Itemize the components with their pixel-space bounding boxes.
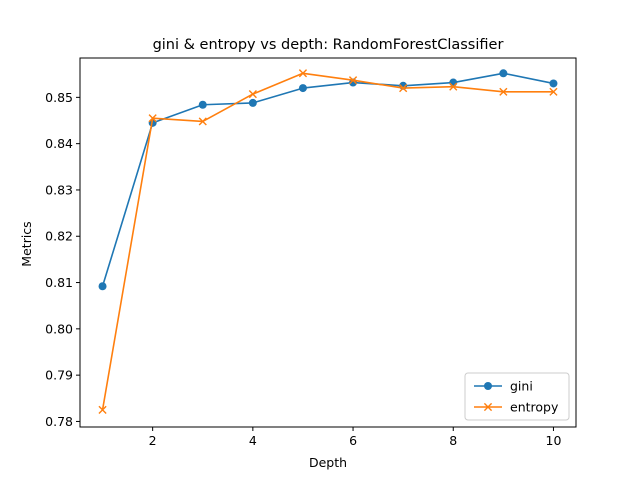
marker-stroke [298, 69, 308, 78]
y-tick-label: 0.80 [45, 321, 73, 336]
marker-stroke [98, 405, 107, 414]
data-point-entropy [549, 87, 558, 96]
x-tick-label: 4 [249, 433, 257, 448]
legend: gini entropy [464, 372, 570, 421]
data-point-gini [499, 69, 508, 78]
y-tick-label: 0.79 [45, 368, 73, 383]
legend-marker [484, 382, 492, 390]
marker-stroke [449, 82, 458, 91]
y-tick-label: 0.82 [45, 229, 73, 244]
chart-title: gini & entropy vs depth: RandomForestCla… [153, 37, 504, 53]
data-point-entropy [98, 405, 107, 414]
data-point-gini [198, 100, 207, 109]
data-point-entropy [148, 114, 157, 123]
data-point-entropy [449, 82, 458, 91]
marker-stroke [499, 87, 508, 96]
y-axis-label: Metrics [19, 221, 34, 266]
legend-item-entropy: entropy [474, 400, 559, 415]
y-tick-label: 0.83 [45, 182, 73, 197]
marker-stroke [549, 87, 558, 96]
y-tick-label: 0.78 [45, 414, 73, 429]
marker-stroke [198, 117, 207, 126]
marker-stroke [399, 83, 408, 93]
x-tick-label: 10 [546, 433, 562, 448]
data-point-gini [549, 79, 558, 88]
data-point-gini [248, 98, 257, 107]
series-line-gini [101, 72, 554, 287]
data-point-entropy [248, 90, 257, 99]
legend-label: entropy [510, 400, 559, 415]
x-axis-label: Depth [309, 455, 347, 470]
series-line-entropy [101, 72, 554, 411]
data-point-gini [449, 78, 458, 87]
data-point-gini [298, 84, 307, 93]
marker-stroke [348, 76, 358, 85]
plot-area: 2 4 6 8 10 0.78 0.79 0.80 0.81 0.82 0.83 0.84 0.85 gi… [45, 57, 577, 448]
data-point-entropy [399, 83, 408, 93]
data-point-entropy [198, 117, 207, 126]
x-tick-label: 8 [449, 433, 457, 448]
legend-label: gini [510, 379, 533, 394]
data-point-entropy [298, 69, 308, 78]
y-tick-label: 0.85 [45, 90, 73, 105]
marker-stroke [248, 90, 257, 99]
y-tick-label: 0.84 [45, 136, 73, 151]
data-point-entropy [499, 87, 508, 96]
y-tick-label: 0.81 [45, 275, 73, 290]
marker-stroke [148, 114, 157, 123]
axes-frame [79, 57, 577, 428]
legend-marker [483, 402, 493, 412]
x-tick-label: 6 [349, 433, 357, 448]
data-point-entropy [348, 76, 358, 85]
data-point-gini [98, 282, 107, 291]
x-tick-label: 2 [149, 433, 157, 448]
legend-item-gini: gini [474, 379, 533, 394]
